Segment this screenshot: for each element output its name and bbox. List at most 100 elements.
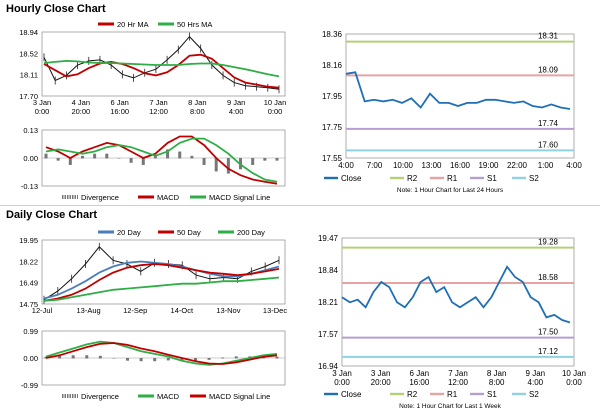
daily-price-y-tick: 18.22 (19, 257, 38, 266)
hourly-macd-divergence-bar (153, 155, 157, 159)
daily-price-y-tick: 14.75 (19, 300, 38, 309)
hourly-macd-divergence-bar (275, 158, 279, 161)
daily-macd-divergence-bar (275, 356, 279, 359)
daily-macd-divergence-bar (193, 358, 197, 361)
daily-macd-divergence-bar (234, 356, 238, 359)
daily-week-x-tick: 0:00 (566, 378, 582, 387)
daily-macd-y-tick: 0.00 (23, 354, 38, 363)
daily-macd-divergence-bar (85, 355, 89, 359)
hourly-macd-divergence-bar (56, 158, 60, 161)
daily-macd-divergence-bar (166, 358, 170, 361)
hourly-price-x-tick: 0:00 (268, 107, 283, 116)
daily-section-title: Daily Close Chart (6, 209, 98, 221)
hourly-24h-y-tick: 17.75 (322, 123, 343, 132)
hourly-macd-divergence-bar (129, 158, 133, 163)
daily-price-legend-label: 200 Day (237, 228, 265, 237)
hourly-macd-divergence-bar (202, 158, 206, 165)
daily-week-y-tick: 19.47 (318, 234, 339, 243)
daily-week-level-label: 17.50 (538, 328, 559, 337)
hourly-24h-x-tick: 1:00 (538, 161, 554, 170)
hourly-24h-level-label: 17.74 (538, 119, 559, 128)
hourly-macd-divergence-bar (68, 158, 72, 165)
daily-macd-divergence-bar (221, 357, 225, 359)
hourly-macd-legend-label: MACD Signal Line (209, 193, 270, 202)
daily-price-ma-line (43, 260, 280, 300)
daily-week-x-tick: 12:00 (448, 378, 469, 387)
daily-price-x-tick: 12-Jul (32, 306, 53, 315)
daily-week-legend-label: R2 (407, 390, 418, 399)
daily-macd-divergence-bar (180, 358, 184, 362)
section-divider (0, 205, 600, 206)
daily-macd-legend-label: MACD (157, 392, 180, 401)
daily-week-close-line (341, 265, 571, 324)
hourly-macd-line (45, 135, 278, 185)
hourly-price-x-tick: 9 Jan (227, 98, 245, 107)
hourly-24h-level-label: 18.31 (538, 32, 559, 41)
hourly-macd-y-tick: 0.13 (23, 126, 38, 135)
hourly-price-y-tick: 18.94 (19, 28, 38, 37)
hourly-24h-x-tick: 4:00 (338, 161, 354, 170)
daily-price-ma-line (43, 276, 280, 302)
hourly-macd-legend-label: MACD (157, 193, 180, 202)
daily-price-x-tick: 13-Nov (216, 306, 240, 315)
hourly-24h-plot-frame (345, 33, 575, 159)
hourly-macd-divergence-bar (214, 158, 218, 172)
daily-week-x-tick: 8:00 (489, 378, 505, 387)
daily-week-plot-frame (341, 237, 575, 367)
hourly-macd-legend-label: Divergence (81, 193, 119, 202)
daily-week-legend-label: S2 (529, 390, 539, 399)
daily-macd-divergence-bar (112, 358, 116, 359)
hourly-price-x-tick: 3 Jan (33, 98, 51, 107)
daily-week-x-tick: 4:00 (528, 378, 544, 387)
hourly-macd-divergence-bar (93, 153, 97, 159)
daily-price-x-tick: 14-Oct (171, 306, 194, 315)
hourly-price-x-tick: 16:00 (110, 107, 129, 116)
hourly-macd-divergence-bar (190, 155, 194, 159)
daily-price-x-tick: 13-Dec (263, 306, 287, 315)
hourly-price-x-tick: 20:00 (71, 107, 90, 116)
hourly-price-x-tick: 4:00 (229, 107, 244, 116)
daily-macd-divergence-bar (153, 358, 157, 362)
daily-macd-divergence-bar (126, 358, 130, 361)
hourly-24h-level-label: 17.60 (538, 140, 559, 149)
daily-week-x-tick: 0:00 (334, 378, 350, 387)
hourly-price-x-tick: 12:00 (149, 107, 168, 116)
daily-week-x-tick: 8 Jan (487, 369, 507, 378)
hourly-price-legend-label: 20 Hr MA (117, 20, 149, 29)
daily-price-y-tick: 19.95 (19, 236, 38, 245)
daily-week-level-label: 17.12 (538, 347, 559, 356)
hourly-macd-divergence-bar (44, 153, 48, 159)
daily-price-y-tick: 16.49 (19, 279, 38, 288)
daily-macd-line (45, 342, 278, 365)
hourly-macd-y-tick: -0.13 (21, 182, 38, 191)
hourly-24h-legend-label: S2 (529, 174, 539, 183)
daily-macd-divergence-bar (58, 355, 62, 359)
hourly-24h-x-tick: 10:00 (393, 161, 414, 170)
daily-week-x-tick: 3 Jan (371, 369, 391, 378)
hourly-macd-divergence-bar (178, 151, 182, 159)
daily-week-y-tick: 16.94 (318, 362, 339, 371)
hourly-price-ma-line (43, 59, 280, 78)
daily-macd-chart: 0.99 0.00 -0.99 Divergence MACD MACD Signal L… (21, 327, 286, 401)
daily-price-ma-line (43, 263, 280, 302)
hourly-macd-divergence-bar (166, 149, 170, 159)
daily-week-y-tick: 18.21 (318, 298, 339, 307)
hourly-price-x-tick: 10 Jan (264, 98, 287, 107)
hourly-24h-level-label: 18.09 (538, 65, 559, 74)
daily-week-x-tick: 3 Jan (332, 369, 352, 378)
hourly-24h-legend-label: R2 (407, 174, 418, 183)
hourly-24h-x-tick: 4:00 (566, 161, 582, 170)
daily-price-chart: 20 Day 50 Day 200 Day19.9518.2216.4914.751… (19, 228, 287, 315)
hourly-24h-y-tick: 18.16 (322, 61, 343, 70)
daily-price-legend-label: 20 Day (117, 228, 141, 237)
hourly-24h-x-tick: 19:00 (478, 161, 499, 170)
daily-macd-divergence-bar (207, 358, 211, 360)
hourly-24h-y-tick: 17.95 (322, 92, 343, 101)
hourly-price-x-tick: 7 Jan (149, 98, 167, 107)
daily-macd-legend-label: MACD Signal Line (209, 392, 270, 401)
hourly-price-y-tick: 17.70 (19, 92, 38, 101)
daily-macd-divergence-bar (98, 355, 102, 359)
hourly-24h-legend-label: R1 (447, 174, 458, 183)
daily-macd-divergence-bar (71, 355, 75, 359)
hourly-24h-y-tick: 17.55 (322, 154, 343, 163)
